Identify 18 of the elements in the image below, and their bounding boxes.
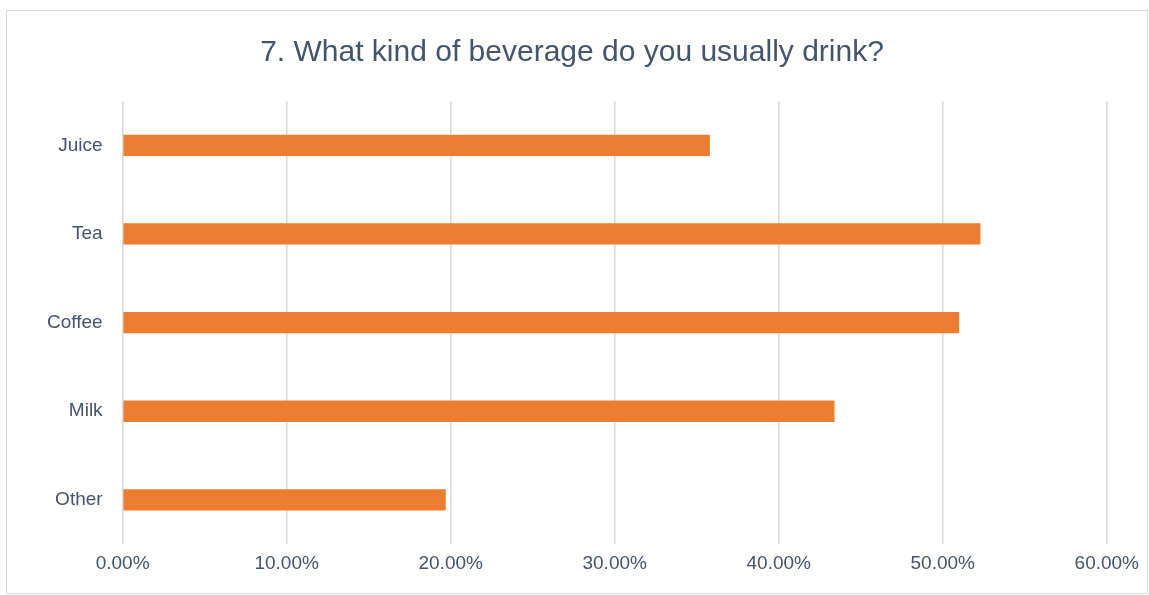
bar [123, 134, 710, 156]
y-tick-label: Other [55, 488, 104, 510]
x-tick-label: 20.00% [418, 551, 483, 573]
y-tick-label: Tea [72, 222, 104, 244]
bar [123, 489, 446, 511]
bar [123, 223, 981, 245]
bar [123, 400, 835, 422]
x-tick-label: 60.00% [1074, 551, 1140, 573]
x-tick-label: 50.00% [910, 551, 976, 573]
x-tick-label: 10.00% [254, 551, 319, 573]
y-tick-label: Coffee [47, 310, 103, 332]
x-tick-label: 0.00% [95, 551, 150, 573]
x-tick-label: 40.00% [746, 551, 812, 573]
bar [123, 311, 960, 334]
chart-title: 7. What kind of beverage do you usually drink? [260, 34, 884, 68]
x-tick-label: 30.00% [582, 551, 648, 573]
y-tick-label: Juice [58, 133, 103, 155]
y-tick-label: Milk [68, 399, 104, 421]
